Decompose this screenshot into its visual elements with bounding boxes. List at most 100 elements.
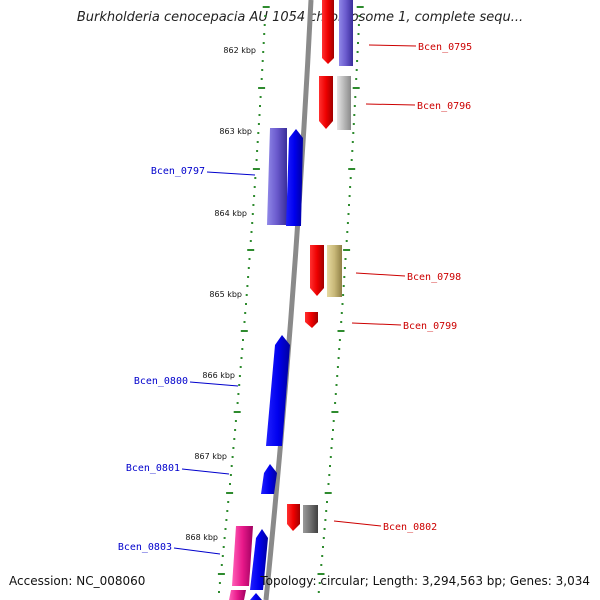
gene-label-bcen-0795[interactable]: Bcen_0795 <box>418 42 472 53</box>
label-leader <box>365 103 416 106</box>
gene-bcen-0798[interactable] <box>310 245 342 297</box>
minor-tick <box>341 303 344 305</box>
label-leader <box>351 322 402 326</box>
minor-tick <box>220 564 223 566</box>
minor-tick <box>245 303 247 305</box>
minor-tick <box>227 501 230 503</box>
minor-tick <box>218 591 220 593</box>
minor-tick <box>243 321 246 323</box>
minor-tick <box>241 348 244 350</box>
major-tick <box>317 573 325 575</box>
minor-tick <box>330 447 333 449</box>
minor-tick <box>347 213 350 215</box>
sequence-backbone <box>263 0 314 600</box>
major-tick <box>343 249 351 251</box>
major-tick <box>262 6 270 8</box>
map-title: Burkholderia cenocepacia AU 1054 chromos… <box>76 10 524 25</box>
minor-tick <box>317 591 320 593</box>
minor-tick <box>248 258 251 260</box>
gene-label-bcen-0800[interactable]: Bcen_0800 <box>134 376 188 387</box>
position-label: 866 kbp <box>202 371 235 380</box>
major-tick <box>240 330 248 332</box>
major-tick <box>252 168 260 170</box>
minor-tick <box>343 276 346 278</box>
minor-tick <box>352 132 355 134</box>
gene-label-bcen-0803[interactable]: Bcen_0803 <box>118 542 172 553</box>
gene-bcen-0801[interactable] <box>261 464 277 494</box>
minor-tick <box>253 195 256 197</box>
gene-bcen-0799[interactable] <box>305 312 318 328</box>
minor-tick <box>353 114 356 116</box>
label-leader <box>206 171 256 176</box>
minor-tick <box>263 24 266 26</box>
gene-bcen-0803[interactable] <box>229 526 268 600</box>
minor-tick <box>238 384 241 386</box>
gene-bcen-0800[interactable] <box>266 335 290 446</box>
minor-tick <box>355 78 358 80</box>
minor-tick <box>338 339 341 341</box>
minor-tick <box>259 96 262 98</box>
minor-tick <box>350 159 353 161</box>
minor-tick <box>222 546 225 548</box>
minor-tick <box>322 537 325 539</box>
major-tick <box>352 87 360 89</box>
minor-tick <box>238 375 241 377</box>
minor-tick <box>351 141 354 143</box>
minor-tick <box>348 195 351 197</box>
gene-label-bcen-0797[interactable]: Bcen_0797 <box>151 166 205 177</box>
minor-tick <box>234 429 237 431</box>
minor-tick <box>344 258 347 260</box>
minor-tick <box>221 555 224 557</box>
minor-tick <box>240 357 243 359</box>
major-tick <box>217 573 225 575</box>
minor-tick <box>338 348 341 350</box>
minor-tick <box>349 186 352 188</box>
label-leader <box>333 520 382 527</box>
minor-tick <box>218 582 221 584</box>
gene-label-bcen-0796[interactable]: Bcen_0796 <box>417 101 471 112</box>
minor-tick <box>326 501 328 503</box>
minor-tick <box>320 564 323 566</box>
position-label: 865 kbp <box>209 290 242 299</box>
minor-tick <box>245 294 248 296</box>
minor-tick <box>356 60 359 62</box>
label-leader <box>368 44 417 47</box>
minor-tick <box>343 267 346 269</box>
minor-tick <box>237 393 240 395</box>
gene-bcen-0795[interactable] <box>322 0 353 66</box>
minor-tick <box>328 474 331 476</box>
position-label: 862 kbp <box>223 46 256 55</box>
minor-tick <box>255 159 258 161</box>
major-tick <box>258 87 266 89</box>
minor-tick <box>251 222 254 224</box>
gene-bcen-0797[interactable] <box>267 128 303 226</box>
minor-tick <box>353 105 356 107</box>
major-tick <box>337 330 345 332</box>
sequence-stats: Topology: circular; Length: 3,294,563 bp… <box>260 574 590 588</box>
position-label: 867 kbp <box>194 452 227 461</box>
minor-tick <box>261 69 264 71</box>
position-label: 868 kbp <box>185 533 218 542</box>
minor-tick <box>260 78 263 80</box>
minor-tick <box>225 519 228 521</box>
label-leader <box>355 272 406 277</box>
gene-bcen-0796[interactable] <box>319 76 351 130</box>
minor-tick <box>262 51 265 53</box>
minor-tick <box>357 33 360 35</box>
minor-tick <box>354 96 357 98</box>
minor-tick <box>337 357 340 359</box>
minor-tick <box>332 420 335 422</box>
minor-tick <box>318 582 321 584</box>
minor-tick <box>352 123 355 125</box>
minor-tick <box>250 231 253 233</box>
gene-label-bcen-0801[interactable]: Bcen_0801 <box>126 463 180 474</box>
major-tick <box>331 411 339 413</box>
gene-label-bcen-0802[interactable]: Bcen_0802 <box>383 522 437 533</box>
gene-label-bcen-0798[interactable]: Bcen_0798 <box>407 272 461 283</box>
minor-tick <box>246 285 249 287</box>
gene-bcen-0802[interactable] <box>287 504 318 533</box>
gene-label-bcen-0799[interactable]: Bcen_0799 <box>403 321 457 332</box>
minor-tick <box>244 312 247 314</box>
minor-tick <box>256 150 259 152</box>
